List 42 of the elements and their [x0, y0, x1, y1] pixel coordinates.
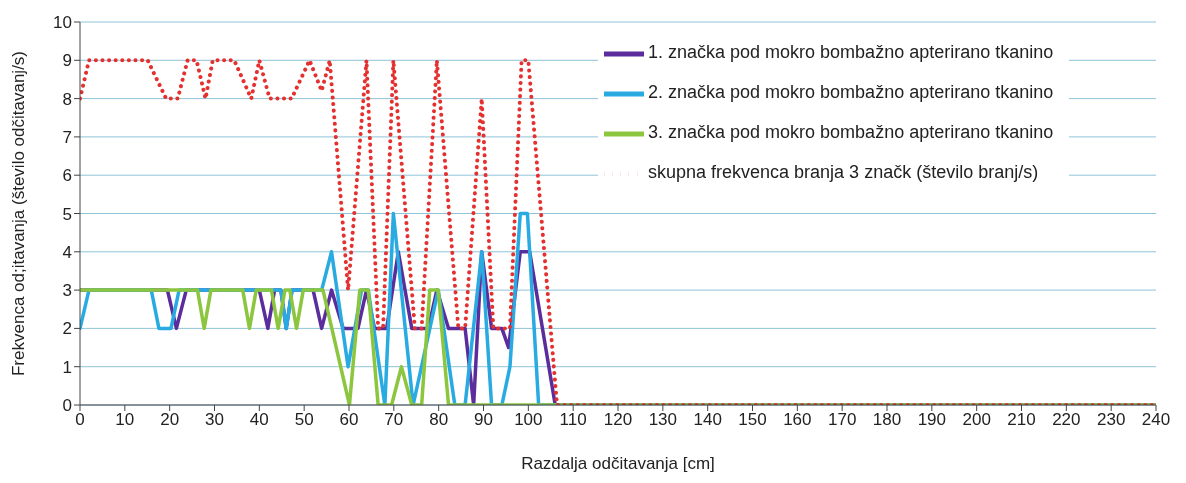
y-tick-label: 6 — [62, 166, 72, 186]
x-tick-label: 200 — [962, 410, 991, 430]
x-tick-label: 20 — [160, 410, 180, 430]
x-tick-label: 210 — [1007, 410, 1036, 430]
x-tick-label: 230 — [1096, 410, 1126, 430]
x-tick-label: 220 — [1052, 410, 1081, 430]
x-tick-label: 30 — [205, 410, 224, 430]
y-tick-label: 7 — [62, 127, 72, 147]
x-tick-label: 110 — [559, 410, 587, 430]
x-tick-label: 190 — [917, 410, 947, 430]
x-tick-label: 100 — [514, 410, 543, 430]
x-tick-label: 80 — [429, 410, 449, 430]
x-tick-label: 60 — [339, 410, 359, 430]
y-tick-label: 3 — [62, 281, 72, 301]
legend-label: 3. značka pod mokro bombažno apterirano tkanino — [648, 122, 1054, 143]
y-axis-title: Frekvenca od;itavanja (število odčitavanj/s) — [9, 50, 29, 377]
y-tick-label: 10 — [53, 13, 72, 33]
x-tick-label: 160 — [783, 410, 812, 430]
x-tick-label: 130 — [648, 410, 678, 430]
x-tick-label: 120 — [603, 410, 633, 430]
x-tick-label: 0 — [75, 410, 85, 430]
x-tick-label: 70 — [384, 410, 404, 430]
x-tick-label: 90 — [474, 410, 493, 430]
legend-label: 2. značka pod mokro bombažno apterirano tkanino — [648, 82, 1054, 103]
y-tick-label: 9 — [62, 51, 72, 71]
x-tick-label: 150 — [738, 410, 767, 430]
x-tick-label: 40 — [249, 410, 269, 430]
y-tick-label: 8 — [62, 89, 72, 109]
y-tick-label: 4 — [62, 242, 72, 262]
y-tick-label: 5 — [62, 204, 72, 224]
y-tick-label: 2 — [62, 319, 72, 339]
x-tick-label: 140 — [693, 410, 722, 430]
x-axis-title: Razdalja odčitavanja [cm] — [521, 454, 715, 473]
x-tick-label: 10 — [115, 410, 135, 430]
x-tick-label: 240 — [1141, 410, 1171, 430]
x-tick-label: 180 — [872, 410, 902, 430]
y-tick-label: 0 — [62, 396, 72, 416]
x-tick-label: 50 — [294, 410, 314, 430]
y-tick-label: 1 — [62, 357, 72, 377]
x-tick-label: 170 — [827, 410, 857, 430]
legend-label: 1. značka pod mokro bombažno apterirano tkanino — [648, 42, 1054, 63]
legend-label: skupna frekvenca branja 3 značk (število branj/s) — [648, 162, 1039, 183]
